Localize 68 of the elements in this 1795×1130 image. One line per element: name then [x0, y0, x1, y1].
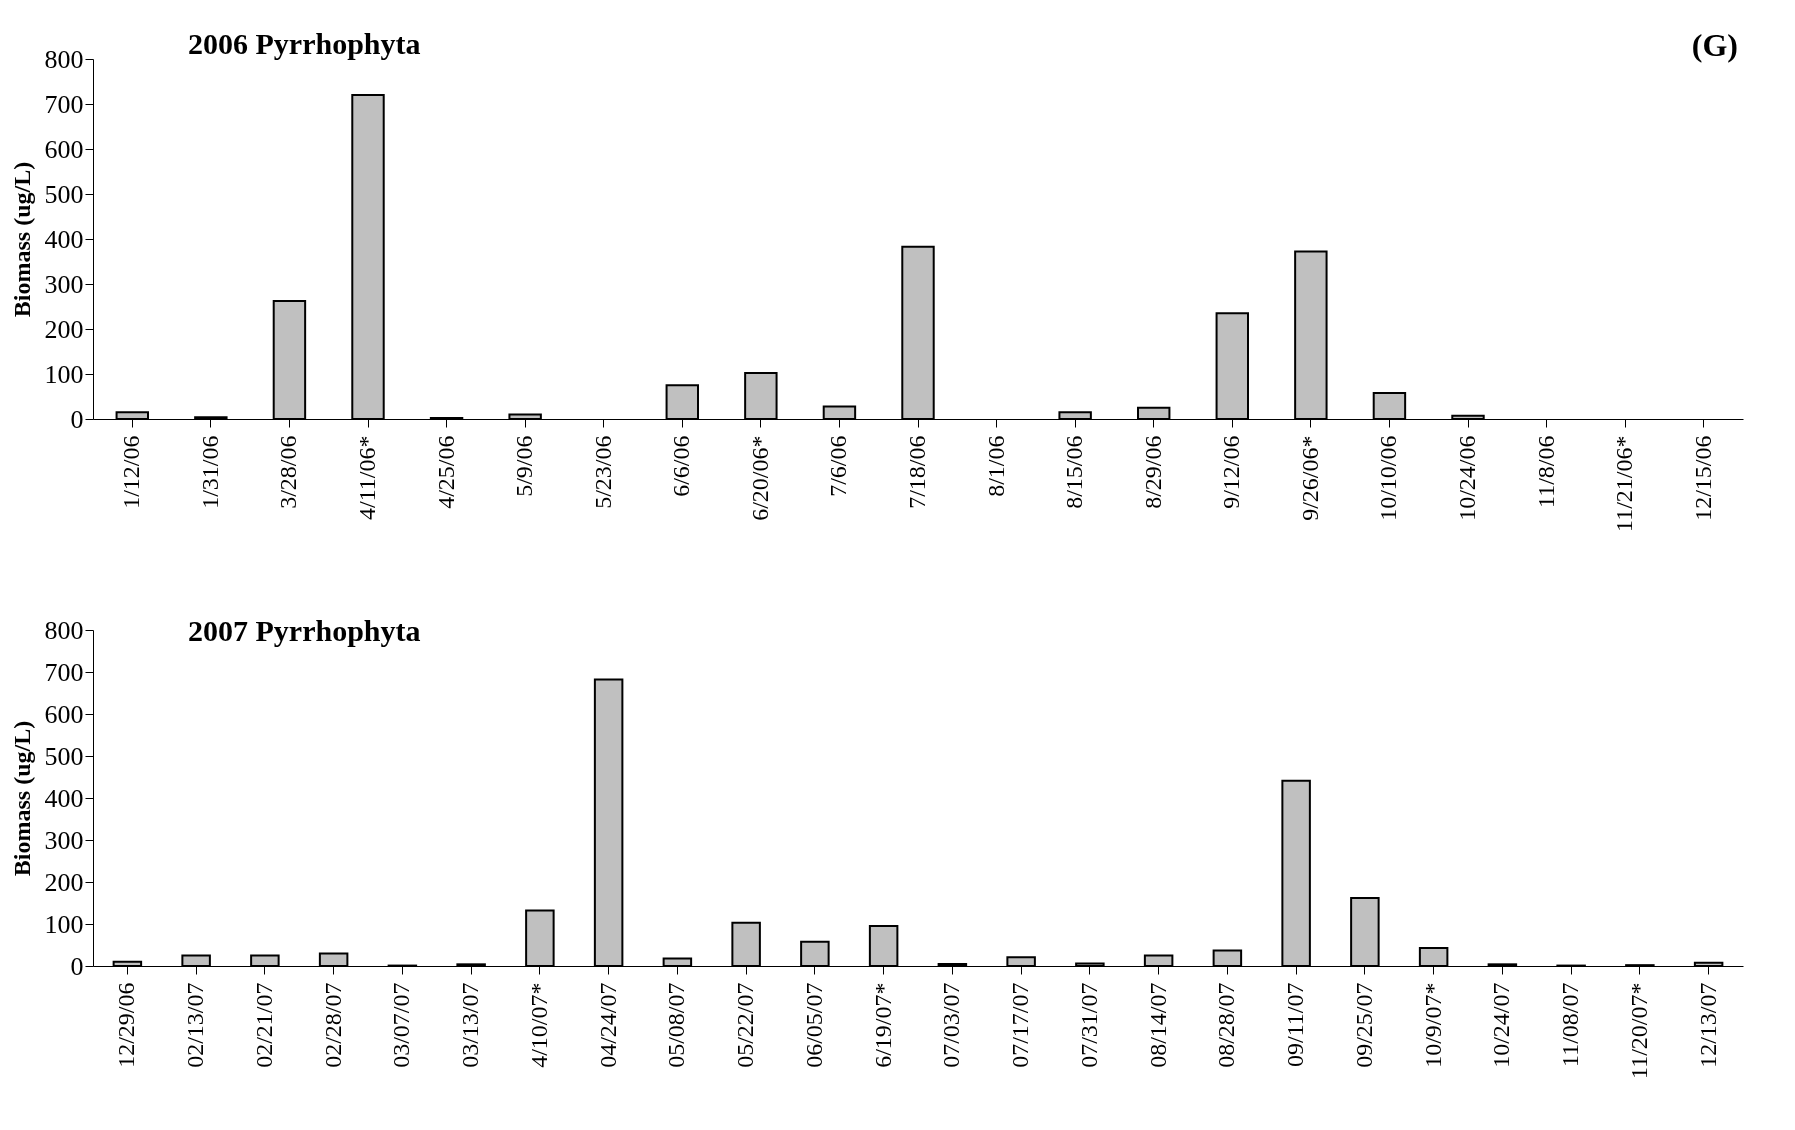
- x-tick-label: 07/17/07: [1007, 982, 1034, 1068]
- y-tick-label: 100: [44, 909, 84, 939]
- x-tick-label: 10/10/06: [1375, 435, 1402, 521]
- x-tick-label: 05/08/07: [663, 982, 690, 1068]
- x-tick-label: 12/13/07: [1694, 982, 1721, 1068]
- x-tick-label: 8/1/06: [982, 435, 1009, 497]
- x-tick-label: 1/31/06: [196, 435, 223, 509]
- x-tick-label: 02/21/07: [250, 982, 277, 1068]
- x-tick-label: 4/11/06*: [354, 435, 380, 520]
- x-tick-label: 05/22/07: [732, 982, 759, 1068]
- y-tick-label: 800: [44, 615, 84, 645]
- y-tick-label: 400: [44, 224, 84, 254]
- x-tick-label: 09/11/07: [1282, 982, 1309, 1067]
- x-tick-label: 4/10/07*: [525, 982, 552, 1068]
- x-tick-label: 8/15/06: [1061, 435, 1088, 509]
- x-tick-label: 02/13/07: [182, 982, 209, 1068]
- x-tick-label: 11/08/07: [1557, 982, 1584, 1067]
- x-tick-label: 9/12/06: [1218, 435, 1245, 509]
- y-tick-label: 300: [44, 825, 84, 855]
- chart-title: 2006 Pyrrhophyta: [188, 27, 421, 60]
- y-tick-label: 500: [44, 179, 84, 209]
- x-tick-label: 12/29/06: [113, 982, 140, 1068]
- y-axis-title: Biomass (ug/L): [8, 720, 35, 877]
- y-tick-label: 400: [44, 783, 84, 813]
- x-tick-label: 03/07/07: [388, 982, 415, 1068]
- y-tick-label: 0: [70, 951, 84, 981]
- x-tick-label: 08/28/07: [1213, 982, 1240, 1068]
- x-tick-label: 6/20/06*: [746, 435, 773, 521]
- x-tick-label: 1/12/06: [118, 435, 145, 509]
- y-tick-label: 0: [70, 404, 84, 434]
- y-tick-label: 300: [44, 269, 84, 299]
- x-tick-label: 4/25/06: [432, 435, 459, 509]
- y-tick-label: 200: [44, 867, 84, 897]
- y-tick-label: 700: [44, 89, 84, 119]
- y-tick-label: 600: [44, 699, 84, 729]
- x-tick-label: 6/6/06: [668, 435, 695, 497]
- y-tick-label: 100: [44, 359, 84, 389]
- x-tick-label: 11/8/06: [1532, 435, 1559, 508]
- y-tick-label: 600: [44, 134, 84, 164]
- x-tick-label: 12/15/06: [1689, 435, 1716, 521]
- x-tick-label: 06/05/07: [800, 982, 827, 1068]
- x-tick-label: 8/29/06: [1139, 435, 1166, 509]
- x-tick-label: 11/21/06*: [1611, 435, 1638, 532]
- x-tick-label: 10/9/07*: [1419, 982, 1446, 1068]
- x-tick-label: 5/9/06: [511, 435, 538, 497]
- x-tick-label: 09/25/07: [1350, 982, 1377, 1068]
- y-tick-label: 700: [44, 657, 84, 687]
- y-tick-label: 800: [44, 44, 84, 74]
- x-tick-label: 3/28/06: [275, 435, 302, 509]
- x-tick-label: 9/26/06*: [1296, 435, 1323, 521]
- x-tick-label: 7/18/06: [904, 435, 930, 509]
- x-tick-label: 5/23/06: [589, 435, 616, 509]
- x-tick-label: 02/28/07: [319, 982, 346, 1068]
- x-tick-label: 7/6/06: [825, 435, 852, 497]
- x-tick-label: 07/31/07: [1075, 982, 1102, 1068]
- x-tick-label: 08/14/07: [1144, 982, 1171, 1068]
- y-axis-title: Biomass (ug/L): [8, 161, 35, 318]
- y-tick-label: 200: [44, 314, 84, 344]
- chart-title: 2007 Pyrrhophyta: [188, 614, 421, 647]
- x-tick-label: 6/19/07*: [869, 982, 896, 1068]
- x-tick-label: 03/13/07: [457, 982, 484, 1068]
- x-tick-label: 11/20/07*: [1625, 982, 1652, 1079]
- annotation: (G): [1691, 27, 1738, 63]
- x-tick-label: 04/24/07: [594, 982, 621, 1068]
- x-tick-label: 10/24/07: [1488, 982, 1515, 1068]
- x-tick-label: 10/24/06: [1454, 435, 1480, 521]
- x-tick-label: 07/03/07: [938, 982, 965, 1068]
- y-tick-label: 500: [44, 741, 84, 771]
